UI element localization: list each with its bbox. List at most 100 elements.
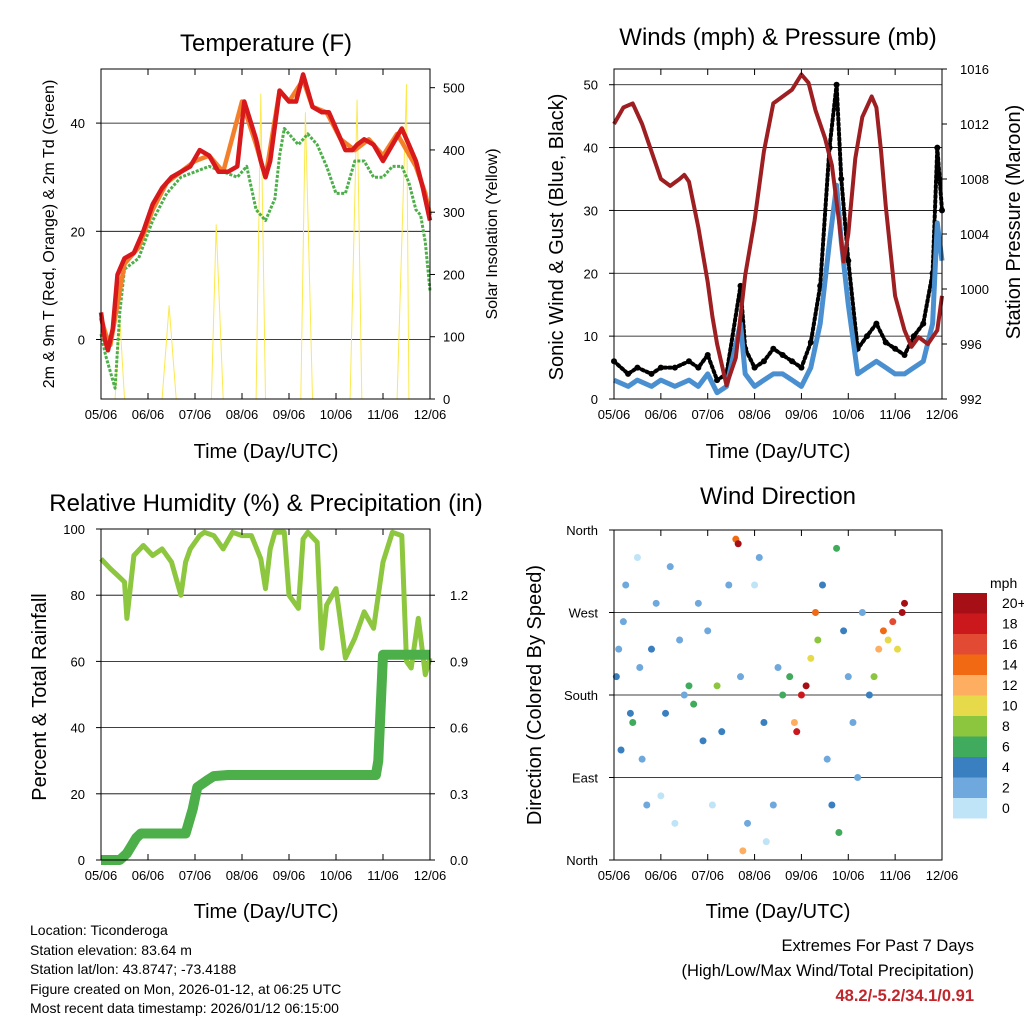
humidity-panel: Relative Humidity (%) & Precipitation (i… bbox=[29, 490, 483, 923]
humidity-y2ticks: 0.0 0.3 0.6 0.9 1.2 bbox=[430, 588, 468, 868]
wind-direction-xtick-label: 06/06 bbox=[645, 868, 678, 883]
wind-direction-point bbox=[901, 599, 909, 607]
winds-gust-point bbox=[901, 352, 908, 358]
wind-direction-point bbox=[823, 755, 831, 763]
temperature-ytick-label: 0 bbox=[78, 332, 85, 347]
temperature-y2tick-label: 100 bbox=[443, 330, 465, 345]
wind-direction-point bbox=[879, 627, 887, 635]
humidity-y2tick-label: 0.6 bbox=[450, 721, 468, 736]
wind-direction-xtick-label: 09/06 bbox=[785, 868, 818, 883]
wind-direction-point bbox=[744, 819, 752, 827]
wind-direction-point bbox=[636, 664, 644, 671]
wind-direction-point bbox=[898, 609, 906, 616]
wind-speed-colorbar: mph 20+ 18 16 14 12 10 8 6 4 2 0 bbox=[953, 575, 1024, 819]
winds-gust-point bbox=[864, 333, 871, 340]
winds-title: Winds (mph) & Pressure (mb) bbox=[619, 24, 936, 51]
winds-gust-point bbox=[779, 352, 786, 358]
wind-direction-point bbox=[737, 673, 745, 681]
most-recent-timestamp: Most recent data timestamp: 2026/01/12 0… bbox=[30, 1000, 339, 1016]
winds-ytick-label: 30 bbox=[584, 203, 598, 218]
winds-gust-point bbox=[770, 345, 777, 352]
temperature-ylabel: 2m & 9m T (Red, Orange) & 2m Td (Green) bbox=[41, 80, 58, 389]
colorbar-label: 18 bbox=[1002, 616, 1018, 632]
humidity-series bbox=[99, 529, 433, 865]
wind-direction-point bbox=[676, 636, 684, 644]
wind-direction-point bbox=[807, 654, 815, 662]
wind-direction-point bbox=[858, 609, 866, 616]
wind-direction-point bbox=[751, 581, 759, 589]
temperature-xtick-label: 08/06 bbox=[226, 407, 259, 422]
extremes-box: Extremes For Past 7 Days (High/Low/Max W… bbox=[681, 934, 974, 1009]
wind-direction-point bbox=[725, 581, 733, 589]
winds-xtick-label: 09/06 bbox=[785, 407, 818, 422]
humidity-ylabel: Percent & Total Rainfall bbox=[29, 593, 51, 801]
wind-direction-point bbox=[629, 719, 637, 726]
wind-direction-point bbox=[657, 792, 665, 800]
temperature-y2ticks: 0 100 200 300 400 500 bbox=[430, 81, 465, 407]
wind-direction-point bbox=[685, 682, 693, 690]
winds-y2label: Station Pressure (Maroon) bbox=[1003, 105, 1024, 340]
humidity-ytick-label: 100 bbox=[63, 522, 85, 537]
winds-xtick-label: 07/06 bbox=[691, 407, 724, 422]
winds-gust-point bbox=[685, 358, 692, 365]
colorbar-swatch bbox=[953, 634, 987, 655]
winds-ytick-label: 50 bbox=[584, 78, 598, 93]
winds-xtick-label: 05/06 bbox=[598, 407, 631, 422]
wind-direction-title: Wind Direction bbox=[700, 483, 856, 510]
humidity-yticks: 0 20 40 60 80 100 bbox=[63, 522, 101, 868]
winds-ytick-label: 20 bbox=[584, 266, 598, 281]
winds-gust-point bbox=[807, 339, 814, 346]
wind-direction-panel: Wind Direction North East South West North 0… bbox=[524, 483, 1024, 923]
wind-direction-point bbox=[828, 801, 836, 809]
wind-direction-point bbox=[713, 682, 721, 690]
winds-xlabel: Time (Day/UTC) bbox=[706, 441, 851, 463]
wind-direction-point bbox=[811, 609, 819, 616]
winds-gust-point bbox=[833, 81, 840, 88]
temperature-y2tick-label: 0 bbox=[443, 392, 450, 407]
humidity-xtick-label: 11/06 bbox=[367, 868, 399, 883]
colorbar-swatch bbox=[953, 757, 987, 778]
temperature-series-2m-t bbox=[98, 72, 433, 353]
temperature-title: Temperature (F) bbox=[180, 30, 352, 57]
winds-gust-point bbox=[695, 364, 702, 371]
extremes-subtitle: (High/Low/Max Wind/Total Precipitation) bbox=[681, 962, 974, 980]
wind-direction-point bbox=[865, 691, 873, 699]
winds-y2tick-label: 1016 bbox=[960, 62, 989, 77]
winds-gust-point bbox=[789, 358, 796, 365]
winds-gust-point bbox=[845, 257, 852, 264]
wind-direction-point bbox=[762, 838, 770, 846]
wind-direction-points bbox=[612, 535, 909, 855]
wind-direction-point bbox=[835, 829, 843, 836]
winds-series bbox=[611, 72, 945, 396]
winds-ytick-label: 10 bbox=[584, 329, 598, 344]
colorbar-swatch bbox=[953, 654, 987, 675]
winds-gust-point bbox=[648, 370, 655, 377]
wind-direction-ylabel: Direction (Colored By Speed) bbox=[524, 565, 546, 825]
humidity-plot-frame bbox=[100, 528, 431, 861]
colorbar-label: 0 bbox=[1002, 800, 1010, 816]
winds-gust-point bbox=[798, 364, 805, 371]
wind-direction-point bbox=[884, 636, 892, 644]
humidity-xtick-label: 06/06 bbox=[132, 868, 165, 883]
wind-direction-point bbox=[633, 554, 641, 561]
winds-ytick-label: 0 bbox=[591, 392, 598, 407]
winds-ylabel: Sonic Wind & Gust (Blue, Black) bbox=[546, 94, 568, 381]
colorbar-label: 6 bbox=[1002, 739, 1010, 755]
winds-gust-point bbox=[634, 364, 641, 371]
winds-gust-point bbox=[671, 364, 678, 371]
temperature-y2tick-label: 200 bbox=[443, 267, 465, 282]
winds-xtick-label: 08/06 bbox=[738, 407, 771, 422]
humidity-xticks: 05/06 06/06 07/06 08/06 09/06 10/06 11/06 12/06 bbox=[85, 529, 446, 883]
wind-direction-point bbox=[652, 599, 660, 607]
humidity-y2tick-label: 0.3 bbox=[450, 787, 468, 802]
wind-direction-point bbox=[617, 746, 625, 754]
winds-gust-point bbox=[760, 358, 767, 365]
wind-direction-point bbox=[779, 691, 787, 699]
winds-xtick-label: 11/06 bbox=[879, 407, 911, 422]
temperature-ytick-label: 20 bbox=[71, 224, 85, 239]
temperature-series-2m-td bbox=[99, 127, 432, 390]
humidity-xtick-label: 08/06 bbox=[226, 868, 259, 883]
winds-gust-point bbox=[910, 333, 917, 340]
figure-created: Figure created on Mon, 2026-01-12, at 06… bbox=[30, 980, 342, 997]
